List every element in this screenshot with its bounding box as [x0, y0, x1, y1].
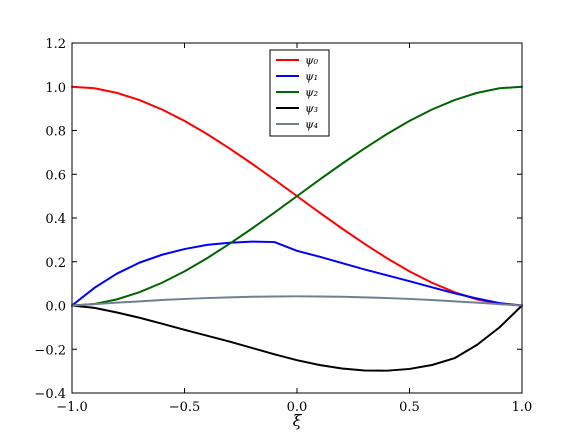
legend-label: ψ₀	[305, 54, 319, 67]
series-line-1	[71, 240, 523, 307]
legend-label: ψ₂	[305, 86, 318, 99]
axes-frame	[71, 42, 523, 394]
plot-area: −1.0 −0.5 0.0 0.5 1.0 −0.4 −0.2 0.0 0.2 0.4 0.6 0.8…	[34, 37, 532, 430]
x-tick-label: −0.5	[169, 400, 201, 415]
y-tick-label: 0.2	[45, 256, 66, 271]
y-tick-label: −0.2	[34, 343, 66, 358]
series-line-2	[71, 85, 523, 307]
series-line-4	[71, 295, 523, 307]
y-tick-label: 0.6	[45, 168, 66, 183]
legend-label: ψ₄	[305, 118, 318, 131]
y-tick-label: 0.8	[45, 125, 66, 140]
series-line-3	[71, 304, 523, 372]
y-tick-label: 0.0	[45, 300, 66, 315]
legend-box	[269, 49, 330, 137]
y-tick-label: 0.4	[45, 212, 66, 227]
x-tick-label: 0.5	[399, 400, 420, 415]
x-tick-label: 0.0	[287, 400, 308, 415]
y-tick-label: 1.2	[45, 37, 66, 52]
x-tick-label: 1.0	[512, 400, 533, 415]
y-tick-label: −0.4	[34, 387, 66, 402]
legend-label: ψ₃	[305, 102, 318, 115]
x-tick-label: −1.0	[56, 400, 88, 415]
legend: ψ₀ ψ₁ ψ₂ ψ₃ ψ₄	[269, 49, 330, 137]
x-axis-title: ξ	[293, 411, 303, 430]
y-tick-label: 1.0	[45, 81, 66, 96]
legend-label: ψ₁	[305, 70, 318, 83]
